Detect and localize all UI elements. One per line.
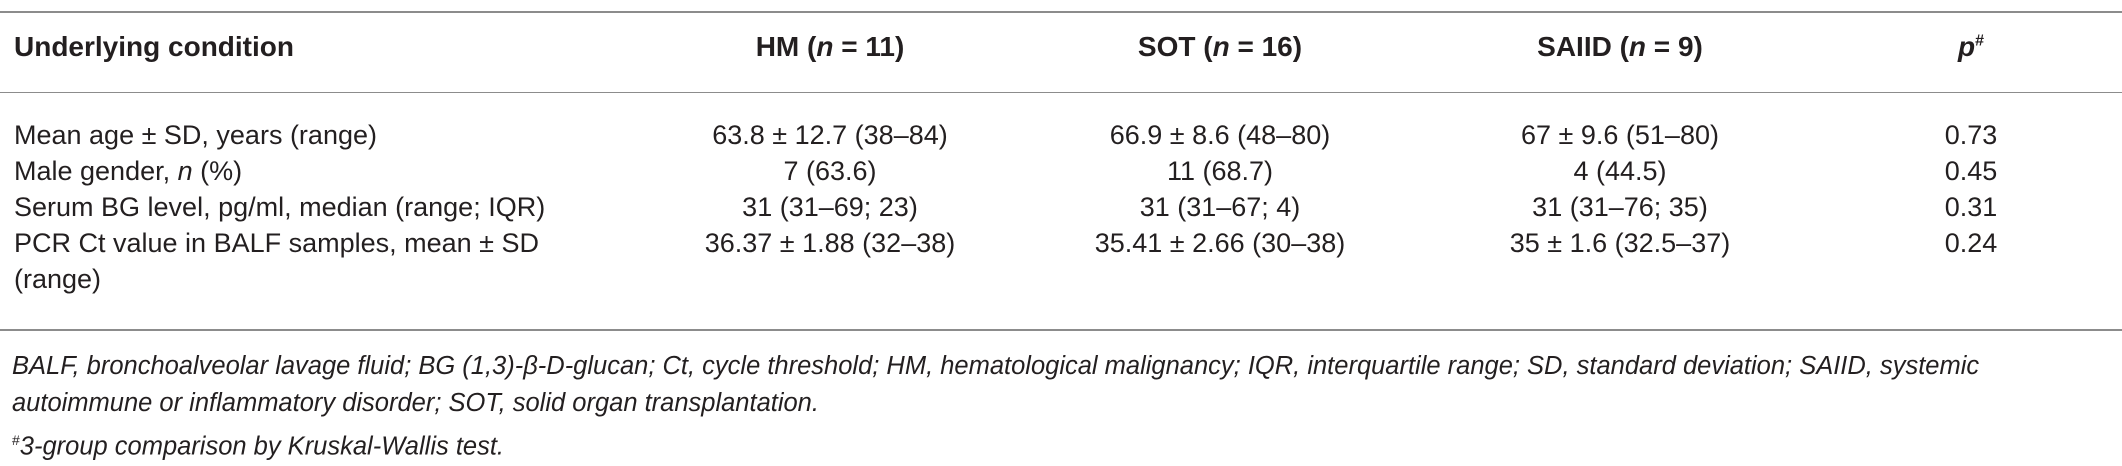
cell-saiid: 35 ± 1.6 (32.5–37): [1509, 228, 1731, 258]
table-footnotes: BALF, bronchoalveolar lavage fluid; BG (…: [12, 348, 2112, 466]
cell-saiid: 4 (44.5): [1573, 156, 1667, 186]
data-table: Underlying condition HM (n = 11) SOT (n …: [0, 0, 2122, 305]
cell-sot: 11 (68.7): [1166, 156, 1274, 186]
header-hm: HM (n = 11): [755, 30, 905, 62]
cell-p-value: 0.31: [1944, 192, 1998, 222]
header-bottom-rule: [0, 92, 2122, 93]
statistical-test-note: #3-group comparison by Kruskal-Wallis te…: [12, 432, 505, 461]
table-top-rule: [0, 11, 2122, 13]
cell-sot: 66.9 ± 8.6 (48–80): [1109, 120, 1331, 150]
row-label-pcr-ct: PCR Ct value in BALF samples, mean ± SD(…: [14, 228, 540, 294]
cell-p-value: 0.73: [1944, 120, 1998, 150]
cell-saiid: 31 (31–76; 35): [1532, 192, 1708, 222]
cell-p-value: 0.45: [1944, 156, 1998, 186]
row-label-mean-age: Mean age ± SD, years (range): [14, 120, 377, 150]
cell-saiid: 67 ± 9.6 (51–80): [1521, 120, 1719, 150]
cell-hm: 36.37 ± 1.88 (32–38): [704, 228, 956, 258]
row-label-male-gender: Male gender, n (%): [14, 156, 243, 186]
table-row: Male gender, n (%) 7 (63.6) 11 (68.7) 4 …: [0, 153, 2122, 189]
header-row: Underlying condition HM (n = 11) SOT (n …: [0, 0, 2122, 93]
cell-sot: 31 (31–67; 4): [1139, 192, 1301, 222]
table-row: PCR Ct value in BALF samples, mean ± SD(…: [0, 225, 2122, 305]
table-header: Underlying condition HM (n = 11) SOT (n …: [0, 0, 2122, 93]
header-p-value: p#: [1957, 30, 1984, 62]
table-row: Mean age ± SD, years (range) 63.8 ± 12.7…: [0, 93, 2122, 153]
table-body: Mean age ± SD, years (range) 63.8 ± 12.7…: [0, 93, 2122, 305]
cell-sot: 35.41 ± 2.66 (30–38): [1094, 228, 1346, 258]
cell-p-value: 0.24: [1944, 228, 1998, 258]
cell-hm: 31 (31–69; 23): [742, 192, 918, 222]
table-row: Serum BG level, pg/ml, median (range; IQ…: [0, 189, 2122, 225]
cell-hm: 7 (63.6): [783, 156, 877, 186]
header-saiid: SAIID (n = 9): [1537, 30, 1703, 62]
abbreviations-note: BALF, bronchoalveolar lavage fluid; BG (…: [12, 352, 1980, 417]
cell-hm: 63.8 ± 12.7 (38–84): [712, 120, 948, 150]
row-label-serum-bg: Serum BG level, pg/ml, median (range; IQ…: [14, 192, 546, 222]
table-bottom-rule: [0, 329, 2122, 331]
header-sot: SOT (n = 16): [1137, 30, 1303, 62]
header-underlying-condition: Underlying condition: [14, 30, 294, 62]
